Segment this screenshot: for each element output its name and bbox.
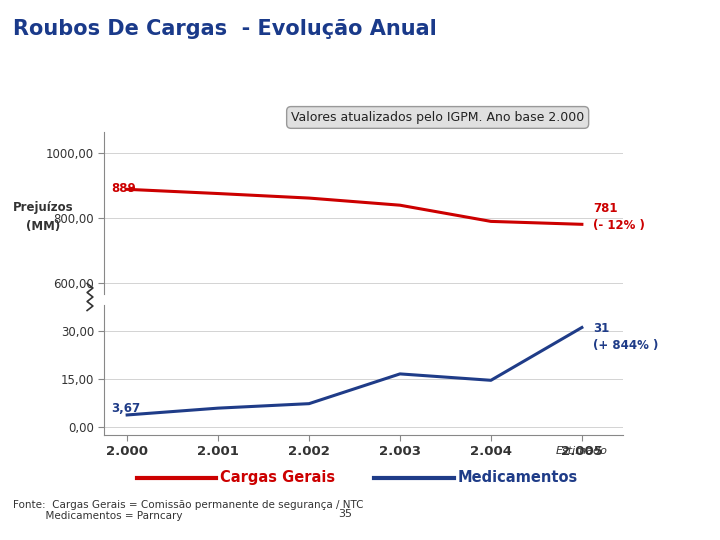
Text: (MM): (MM)	[26, 220, 60, 233]
Text: Cargas Gerais: Cargas Gerais	[220, 470, 335, 485]
Text: Estimado: Estimado	[556, 446, 608, 456]
Text: 31
(+ 844% ): 31 (+ 844% )	[593, 322, 658, 352]
Text: Roubos De Cargas  - Evolução Anual: Roubos De Cargas - Evolução Anual	[13, 19, 437, 39]
Text: Fonte:  Cargas Gerais = Comissão permanente de segurança / NTC: Fonte: Cargas Gerais = Comissão permanen…	[13, 500, 364, 510]
Text: 781
(- 12% ): 781 (- 12% )	[593, 201, 644, 232]
Text: Medicamentos: Medicamentos	[457, 470, 577, 485]
Text: Prejuízos: Prejuízos	[13, 201, 73, 214]
Text: Medicamentos = Parncary: Medicamentos = Parncary	[13, 511, 182, 522]
Text: 35: 35	[338, 509, 353, 519]
Text: 889: 889	[111, 183, 135, 195]
Text: Valores atualizados pelo IGPM. Ano base 2.000: Valores atualizados pelo IGPM. Ano base …	[291, 111, 584, 124]
Text: 3,67: 3,67	[111, 402, 140, 415]
